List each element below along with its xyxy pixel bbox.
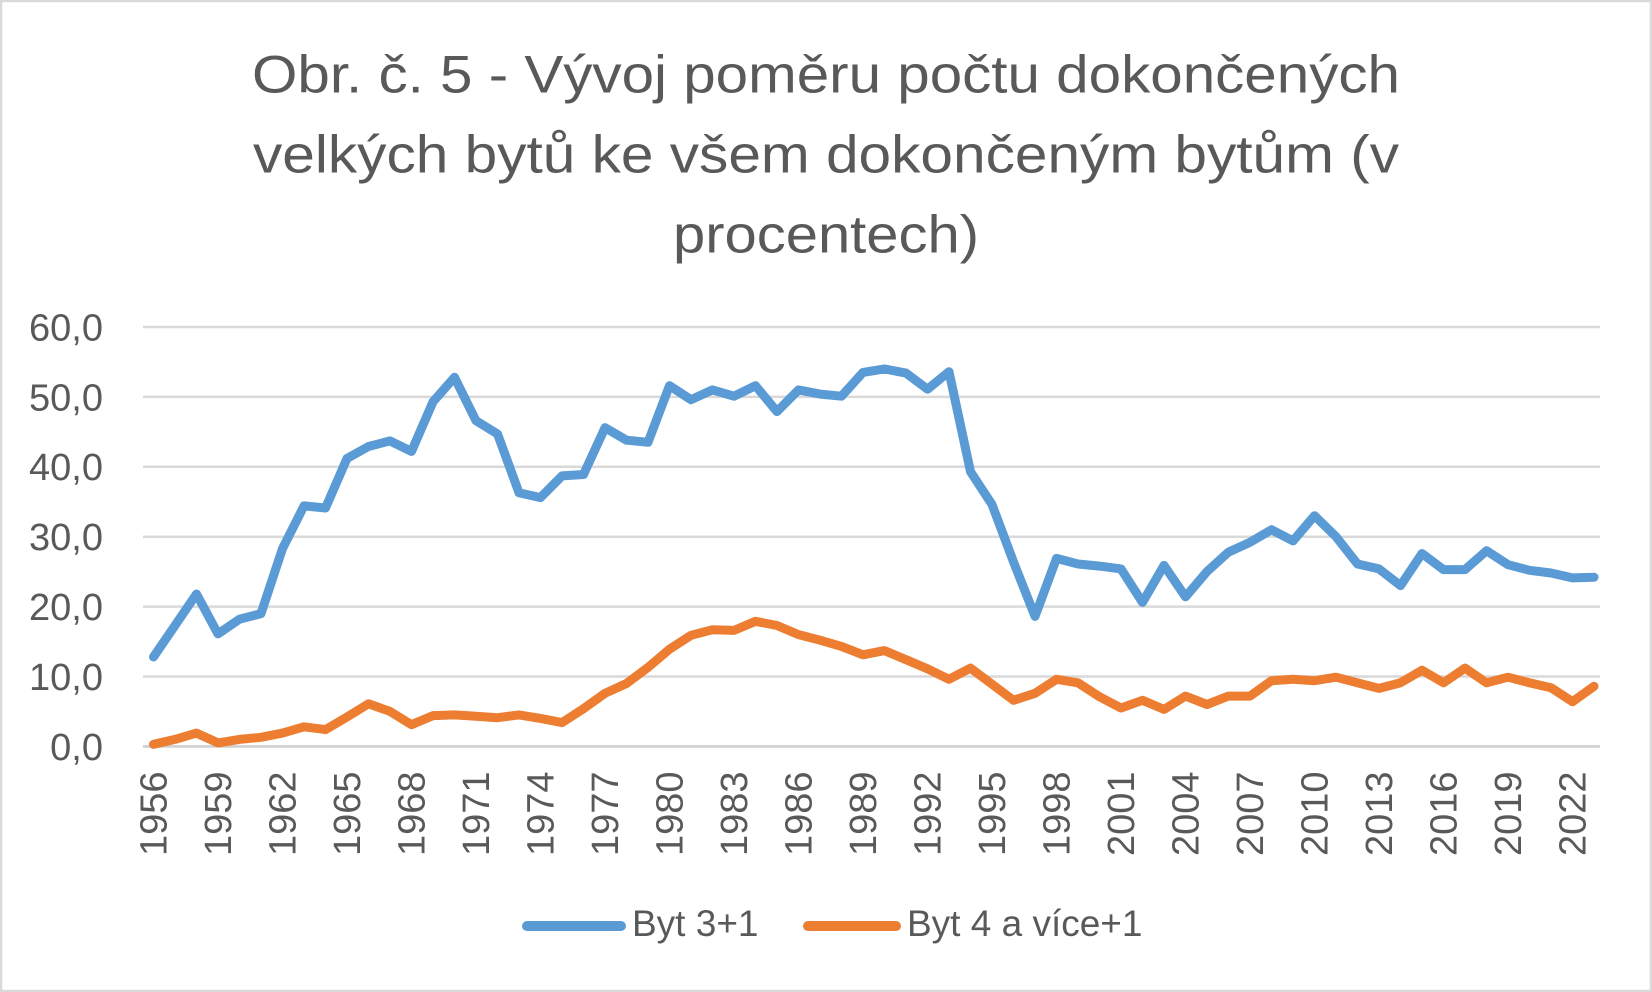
svg-text:Obr. č. 5 - Vývoj poměru počtu: Obr. č. 5 - Vývoj poměru počtu dokončený…: [252, 46, 1400, 105]
svg-text:10,0: 10,0: [29, 657, 103, 699]
svg-text:0,0: 0,0: [50, 727, 103, 769]
svg-text:1959: 1959: [198, 771, 240, 856]
svg-text:2022: 2022: [1553, 771, 1595, 856]
svg-text:2004: 2004: [1166, 771, 1208, 856]
svg-text:60,0: 60,0: [29, 307, 103, 349]
svg-text:1995: 1995: [972, 771, 1014, 856]
svg-text:40,0: 40,0: [29, 447, 103, 489]
svg-text:1977: 1977: [585, 771, 627, 856]
svg-text:2013: 2013: [1359, 771, 1401, 856]
svg-text:Byt 3+1: Byt 3+1: [632, 903, 759, 944]
svg-text:2001: 2001: [1101, 771, 1143, 856]
svg-text:1989: 1989: [843, 771, 885, 856]
svg-text:2010: 2010: [1295, 771, 1337, 856]
svg-text:procentech): procentech): [673, 206, 979, 265]
svg-text:2016: 2016: [1424, 771, 1466, 856]
svg-text:1956: 1956: [134, 771, 176, 856]
svg-text:1962: 1962: [263, 771, 305, 856]
svg-text:1974: 1974: [521, 771, 563, 856]
svg-text:1971: 1971: [456, 771, 498, 856]
svg-text:Byt 4 a více+1: Byt 4 a více+1: [907, 903, 1143, 944]
svg-text:2019: 2019: [1488, 771, 1530, 856]
svg-text:1986: 1986: [779, 771, 821, 856]
svg-text:1998: 1998: [1037, 771, 1079, 856]
svg-text:2007: 2007: [1230, 771, 1272, 856]
svg-text:1983: 1983: [714, 771, 756, 856]
svg-text:1968: 1968: [392, 771, 434, 856]
svg-text:30,0: 30,0: [29, 517, 103, 559]
svg-text:20,0: 20,0: [29, 587, 103, 629]
svg-text:50,0: 50,0: [29, 377, 103, 419]
svg-text:1992: 1992: [908, 771, 950, 856]
svg-text:velkých bytů ke všem dokončený: velkých bytů ke všem dokončeným bytům (v: [253, 126, 1400, 185]
svg-text:1980: 1980: [650, 771, 692, 856]
svg-text:1965: 1965: [327, 771, 369, 856]
